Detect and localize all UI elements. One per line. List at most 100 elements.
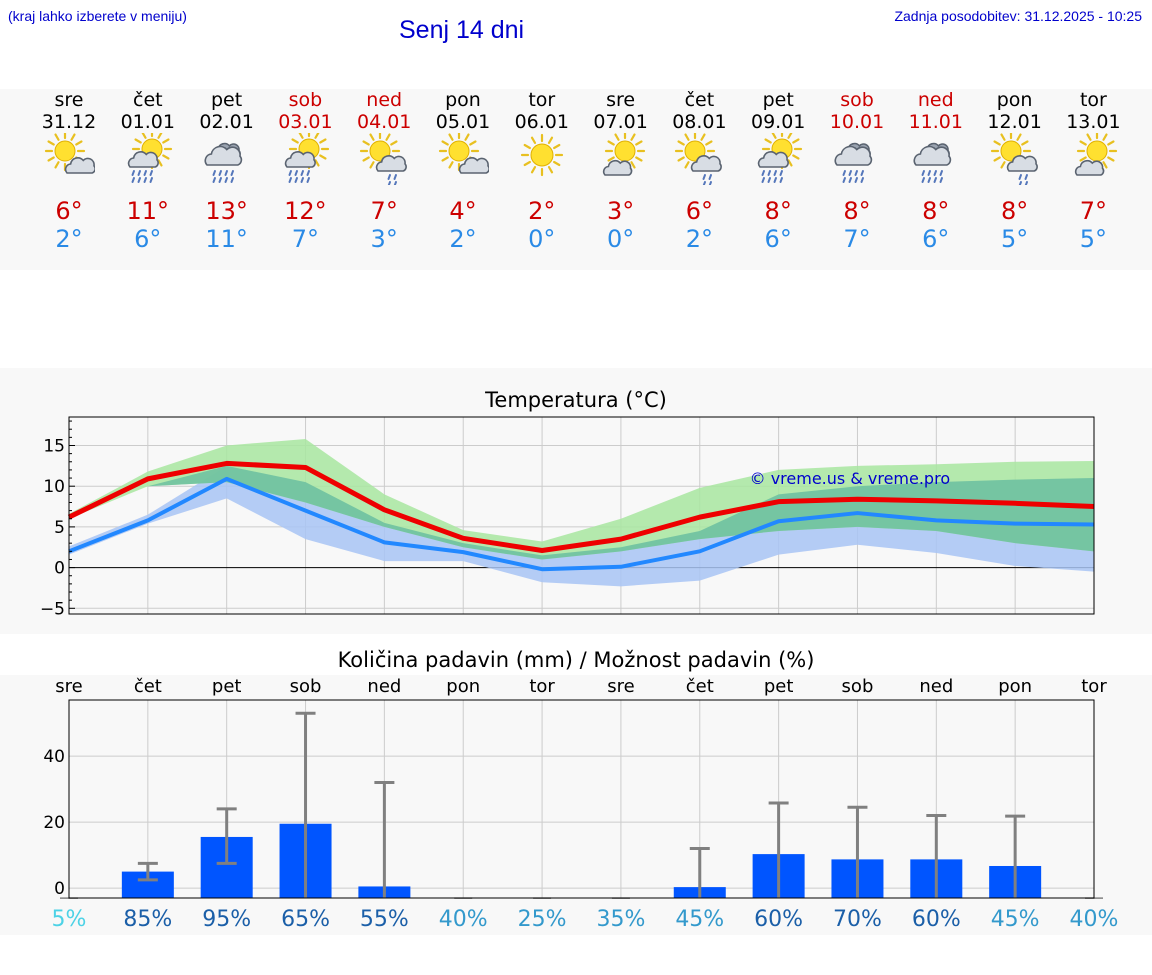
precipitation-probability: 40% bbox=[439, 907, 488, 932]
max-temperature: 8° bbox=[764, 197, 792, 225]
watermark: © vreme.us & vreme.pro bbox=[750, 469, 951, 488]
day-of-week: sre bbox=[606, 89, 636, 111]
min-temperature: 11° bbox=[205, 225, 248, 253]
max-temperature: 13° bbox=[205, 197, 248, 225]
min-temperature: 6° bbox=[764, 225, 792, 253]
day-of-week: sre bbox=[54, 89, 84, 111]
x-category-label: tor bbox=[1081, 676, 1107, 697]
precipitation-probability: 5% bbox=[52, 907, 87, 932]
precipitation-probability: 85% bbox=[123, 907, 172, 932]
day-date: 07.01 bbox=[593, 111, 648, 133]
min-temperature: 2° bbox=[449, 225, 477, 253]
y-tick-label: −5 bbox=[40, 599, 65, 619]
day-date: 08.01 bbox=[672, 111, 727, 133]
precipitation-probability: 40% bbox=[1070, 907, 1119, 932]
sun-cloud-rain-icon bbox=[285, 133, 330, 183]
max-temperature: 11° bbox=[126, 197, 170, 225]
min-temperature-line bbox=[68, 476, 1095, 572]
min-temperature: 6° bbox=[134, 225, 162, 253]
min-temperature: 7° bbox=[291, 225, 320, 253]
day-date: 03.01 bbox=[278, 111, 333, 133]
sun-cloud-rain-icon bbox=[127, 133, 172, 183]
cloud-rain-icon bbox=[204, 142, 242, 183]
temperature-chart-title: Temperatura (°C) bbox=[485, 388, 667, 412]
day-of-week: tor bbox=[1079, 89, 1107, 111]
precipitation-probability: 60% bbox=[912, 907, 961, 932]
max-temperature-line bbox=[67, 460, 1095, 554]
x-category-label: sob bbox=[842, 676, 874, 697]
x-category-label: pon bbox=[998, 676, 1032, 697]
x-category-label: čet bbox=[134, 676, 162, 697]
region-hint: (kraj lahko izberete v meniju) bbox=[8, 8, 187, 24]
min-temperature: 3° bbox=[370, 225, 398, 253]
min-temperature: 7° bbox=[843, 225, 871, 253]
day-date: 11.01 bbox=[908, 111, 963, 133]
day-of-week: čet bbox=[684, 89, 715, 111]
day-date: 12.01 bbox=[987, 111, 1042, 133]
precipitation-probability: 35% bbox=[596, 907, 645, 932]
last-update: Zadnja posodobitev: 31.12.2025 - 10:25 bbox=[894, 8, 1142, 24]
precipitation-chart: sre čet pet sob ned pon tor sre čet pet sob ned pon t… bbox=[43, 676, 1119, 932]
cloud-rain-icon bbox=[913, 142, 951, 183]
sun-cloud-small-icon bbox=[1075, 133, 1118, 176]
day-of-week: ned bbox=[366, 89, 403, 111]
precipitation-probability: 45% bbox=[675, 907, 724, 932]
y-tick-label: 20 bbox=[43, 813, 65, 833]
y-tick-label: 15 bbox=[43, 436, 65, 456]
precipitation-chart-title: Količina padavin (mm) / Možnost padavin … bbox=[337, 648, 815, 672]
max-temperature: 4° bbox=[449, 197, 477, 225]
sun-cloud-small-icon bbox=[602, 133, 645, 176]
precipitation-probability: 95% bbox=[202, 907, 251, 932]
sun-cloud-drizzle-icon bbox=[360, 133, 408, 185]
precipitation-probability: 70% bbox=[833, 907, 882, 932]
daily-forecast-row: sre 31.12 6° 2° čet 01.01 11° 6° pet 02.01 13° 11° s… bbox=[0, 89, 1152, 270]
day-date: 04.01 bbox=[356, 111, 412, 133]
day-date: 13.01 bbox=[1066, 111, 1121, 133]
precipitation-probability: 25% bbox=[518, 907, 567, 932]
max-temperature: 6° bbox=[685, 197, 714, 225]
max-temperature: 6° bbox=[55, 197, 83, 225]
max-temperature-range bbox=[69, 438, 1094, 560]
temperature-chart: −5 0 5 10 15 © vreme.us & vreme.pro bbox=[40, 416, 1095, 619]
max-temperature: 8° bbox=[843, 197, 871, 225]
max-temperature: 2° bbox=[528, 197, 556, 225]
day-of-week: pon bbox=[445, 89, 481, 111]
max-temperature: 3° bbox=[606, 197, 635, 225]
x-category-label: sob bbox=[290, 676, 322, 697]
x-category-label: ned bbox=[919, 676, 953, 697]
daily-forecast-strip bbox=[0, 89, 1152, 270]
x-category-label: čet bbox=[686, 676, 714, 697]
day-of-week: pet bbox=[762, 89, 794, 111]
max-temperature: 7° bbox=[370, 197, 398, 225]
y-tick-label: 10 bbox=[43, 477, 65, 497]
day-of-week: čet bbox=[133, 89, 163, 111]
precipitation-probability: 65% bbox=[281, 907, 330, 932]
precipitation-probability: 60% bbox=[754, 907, 803, 932]
min-temperature: 2° bbox=[685, 225, 714, 253]
day-date: 06.01 bbox=[514, 111, 569, 133]
x-category-label: pet bbox=[764, 676, 794, 697]
day-date: 02.01 bbox=[199, 111, 254, 133]
sun-cloud-drizzle-icon bbox=[675, 133, 723, 185]
y-tick-label: 5 bbox=[54, 518, 65, 538]
min-temperature: 6° bbox=[922, 225, 950, 253]
max-temperature: 8° bbox=[1000, 197, 1029, 225]
sun-icon bbox=[520, 133, 563, 177]
x-category-label: pet bbox=[212, 676, 242, 697]
plot-frame bbox=[68, 416, 1095, 615]
sun-cloud-icon bbox=[44, 133, 95, 174]
min-temperature: 0° bbox=[528, 225, 556, 253]
day-of-week: pon bbox=[996, 89, 1033, 111]
min-temperature: 0° bbox=[606, 225, 635, 253]
y-tick-label: 0 bbox=[54, 559, 65, 579]
max-temperature: 7° bbox=[1079, 197, 1108, 225]
day-date: 01.01 bbox=[120, 111, 175, 133]
sun-cloud-rain-icon bbox=[758, 133, 803, 183]
x-category-label: tor bbox=[529, 676, 555, 697]
day-of-week: tor bbox=[528, 89, 556, 111]
day-of-week: sob bbox=[288, 89, 323, 111]
precipitation-probability: 55% bbox=[360, 907, 409, 932]
day-date: 10.01 bbox=[829, 111, 885, 133]
x-category-label: sre bbox=[55, 676, 82, 697]
plot-frame bbox=[68, 699, 1095, 899]
